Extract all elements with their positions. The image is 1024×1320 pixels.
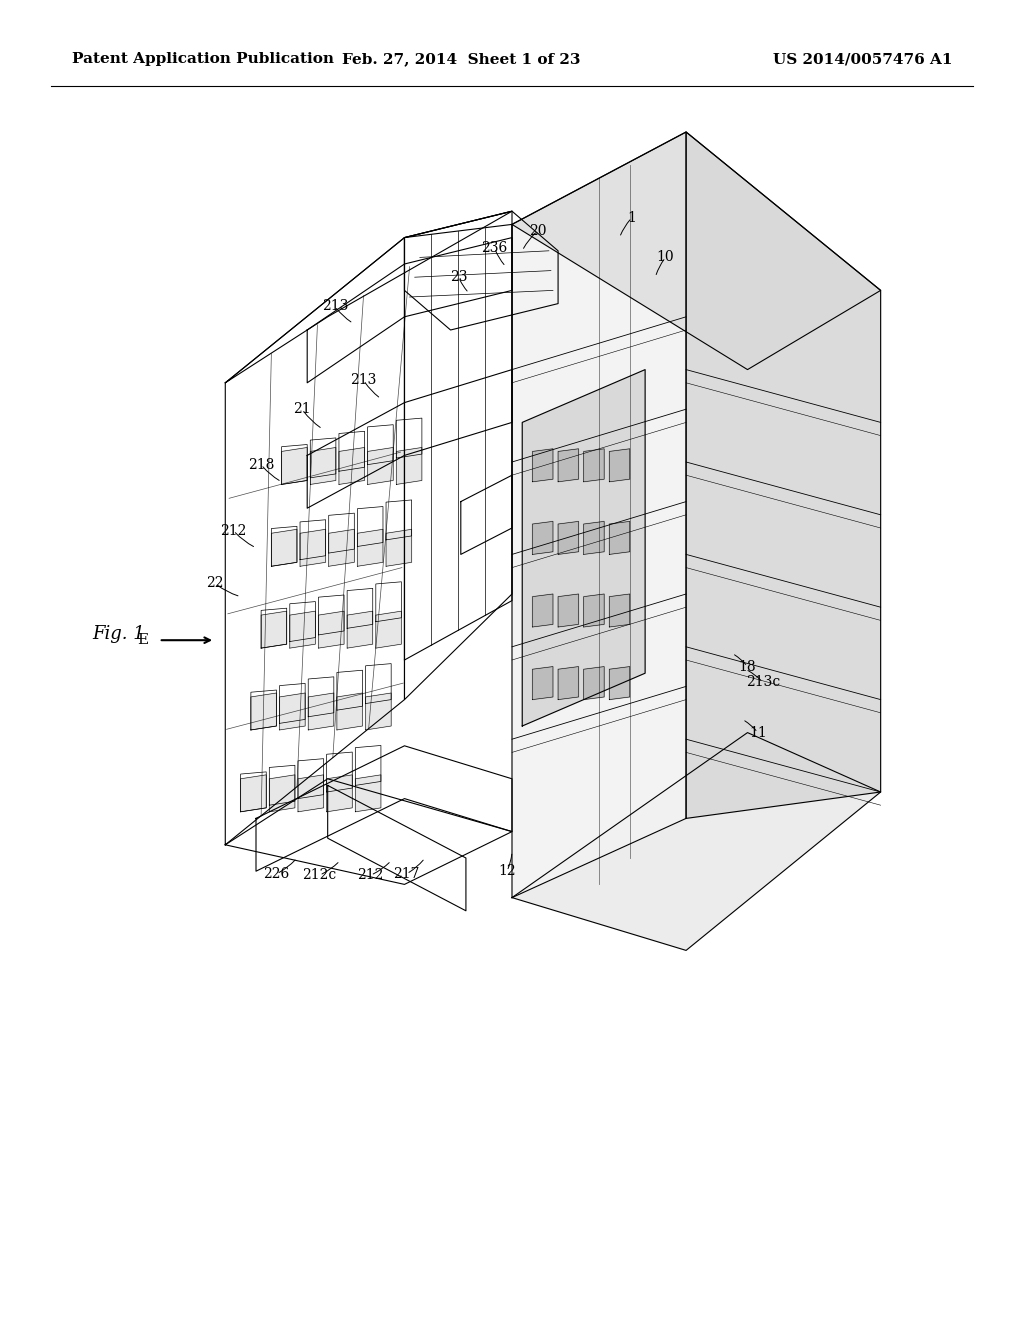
Text: 212: 212 <box>220 524 247 537</box>
Text: Feb. 27, 2014  Sheet 1 of 23: Feb. 27, 2014 Sheet 1 of 23 <box>342 53 580 66</box>
Text: US 2014/0057476 A1: US 2014/0057476 A1 <box>773 53 952 66</box>
Polygon shape <box>532 521 553 554</box>
Polygon shape <box>396 447 422 484</box>
Polygon shape <box>386 529 412 566</box>
Polygon shape <box>584 521 604 554</box>
Polygon shape <box>366 693 391 730</box>
Polygon shape <box>310 447 336 484</box>
Polygon shape <box>329 529 354 566</box>
Text: 212: 212 <box>357 869 384 882</box>
Text: 10: 10 <box>656 251 675 264</box>
Polygon shape <box>241 775 266 812</box>
Polygon shape <box>609 667 630 700</box>
Polygon shape <box>532 594 553 627</box>
Polygon shape <box>512 733 881 950</box>
Polygon shape <box>609 449 630 482</box>
Polygon shape <box>609 521 630 554</box>
Polygon shape <box>512 132 881 370</box>
Text: 213: 213 <box>350 374 377 387</box>
Text: 212c: 212c <box>302 869 337 882</box>
Text: 226: 226 <box>263 867 290 880</box>
Polygon shape <box>584 449 604 482</box>
Polygon shape <box>261 611 287 648</box>
Text: Patent Application Publication: Patent Application Publication <box>72 53 334 66</box>
Polygon shape <box>558 667 579 700</box>
Polygon shape <box>376 611 401 648</box>
Text: 213c: 213c <box>745 676 780 689</box>
Polygon shape <box>337 693 362 730</box>
Polygon shape <box>308 693 334 730</box>
Polygon shape <box>318 611 344 648</box>
Text: 218: 218 <box>248 458 274 471</box>
Polygon shape <box>609 594 630 627</box>
Text: 1: 1 <box>628 211 636 224</box>
Polygon shape <box>532 667 553 700</box>
Polygon shape <box>251 693 276 730</box>
Polygon shape <box>280 693 305 730</box>
Polygon shape <box>339 447 365 484</box>
Text: 21: 21 <box>293 403 311 416</box>
Polygon shape <box>269 775 295 812</box>
Text: E: E <box>137 634 148 647</box>
Polygon shape <box>327 775 352 812</box>
Text: 18: 18 <box>738 660 757 673</box>
Polygon shape <box>532 449 553 482</box>
Polygon shape <box>558 521 579 554</box>
Text: 23: 23 <box>450 271 468 284</box>
Polygon shape <box>558 449 579 482</box>
Polygon shape <box>686 132 881 818</box>
Text: 217: 217 <box>393 867 420 880</box>
Polygon shape <box>522 370 645 726</box>
Text: 213: 213 <box>322 300 348 313</box>
Polygon shape <box>298 775 324 812</box>
Polygon shape <box>355 775 381 812</box>
Polygon shape <box>290 611 315 648</box>
Polygon shape <box>368 447 393 484</box>
Polygon shape <box>271 529 297 566</box>
Polygon shape <box>584 667 604 700</box>
Text: 22: 22 <box>206 577 224 590</box>
Polygon shape <box>347 611 373 648</box>
Text: 20: 20 <box>528 224 547 238</box>
Polygon shape <box>282 447 307 484</box>
Text: Fig. 1: Fig. 1 <box>92 624 145 643</box>
Polygon shape <box>558 594 579 627</box>
Polygon shape <box>584 594 604 627</box>
Polygon shape <box>512 132 686 898</box>
Text: 11: 11 <box>749 726 767 739</box>
Text: 236: 236 <box>481 242 508 255</box>
Polygon shape <box>300 529 326 566</box>
Polygon shape <box>357 529 383 566</box>
Text: 12: 12 <box>498 865 516 878</box>
